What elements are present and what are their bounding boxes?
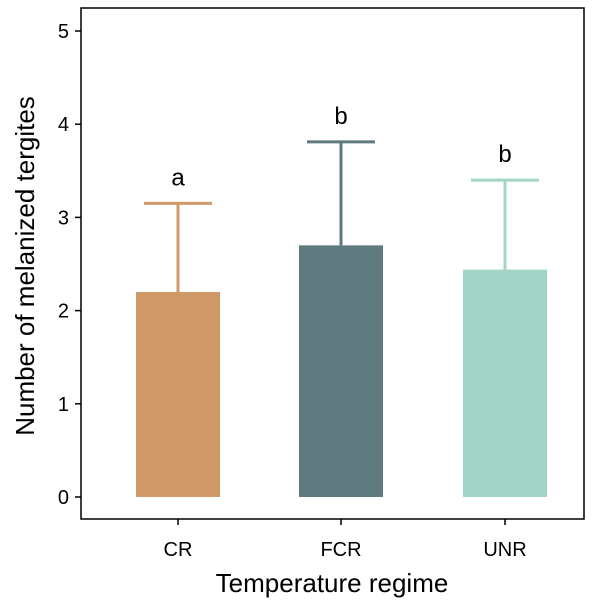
significance-label: a (171, 164, 185, 191)
significance-labels-group: a b b (171, 103, 511, 192)
y-axis-label: Number of melanized tergites (10, 96, 40, 436)
x-axis-label: Temperature regime (216, 568, 449, 598)
y-tick-label: 4 (58, 114, 69, 136)
y-tick-label: 2 (58, 301, 69, 323)
x-tick-label: CR (164, 539, 193, 561)
y-tick-labels-group: 0 1 2 3 4 5 (58, 21, 69, 509)
bar-cr (136, 291, 220, 497)
significance-label: b (334, 103, 347, 130)
y-tick-label: 0 (58, 487, 69, 509)
plot-frame (80, 7, 585, 520)
bars-group (136, 245, 547, 497)
x-tick-labels-group: CR FCR UNR (164, 539, 527, 561)
significance-label: b (498, 141, 511, 168)
y-tick-label: 3 (58, 207, 69, 229)
y-tick-label: 1 (58, 394, 69, 416)
x-tick-label: UNR (483, 539, 526, 561)
bar-unr (463, 269, 547, 497)
axes (75, 7, 585, 525)
x-tick-label: FCR (320, 539, 361, 561)
error-bars-group (144, 140, 539, 292)
bar-fcr (299, 245, 383, 497)
y-tick-label: 5 (58, 21, 69, 43)
